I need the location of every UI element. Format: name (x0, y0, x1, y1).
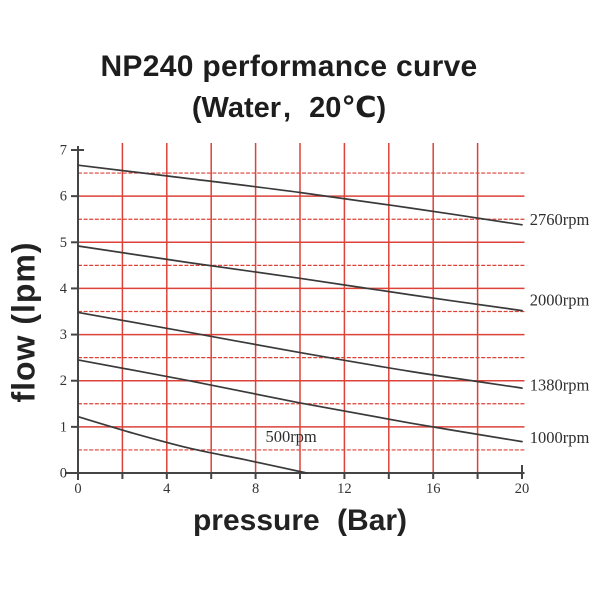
curve-1000rpm (77, 359, 523, 443)
chart-subtitle-close: 20℃) (309, 92, 387, 124)
ideographic-comma: , (283, 92, 292, 124)
y-tick-label: 3 (60, 327, 67, 343)
x-tick-label: 20 (515, 481, 530, 497)
curve-1380rpm (77, 311, 523, 389)
chart-title: NP240 performance curve (100, 50, 478, 83)
x-tick-label: 8 (252, 481, 259, 497)
x-tick-label: 0 (74, 481, 81, 497)
y-tick-label: 0 (60, 466, 67, 482)
series-label-2760rpm: 2760rpm (530, 210, 590, 229)
chart-subtitle: (Water, 20℃) (192, 90, 386, 125)
y-tick-label: 6 (60, 189, 67, 205)
y-tick-label: 2 (60, 373, 67, 389)
y-tick-label: 5 (60, 235, 67, 251)
x-tick-label: 12 (337, 481, 352, 497)
curve-500rpm (77, 415, 308, 474)
chart-subtitle-open: (Water (191, 92, 282, 124)
x-axis-title: pressure (Bar) (192, 504, 408, 537)
x-tick-label: 16 (426, 481, 441, 497)
series-label-500rpm: 500rpm (265, 427, 316, 446)
y-tick-label: 1 (60, 419, 67, 435)
curve-2000rpm (77, 245, 523, 312)
y-tick-label: 7 (60, 143, 67, 159)
x-tick-label: 4 (163, 481, 171, 497)
y-tick-label: 4 (60, 281, 68, 297)
series-label-1380rpm: 1380rpm (530, 375, 590, 394)
series-label-2000rpm: 2000rpm (530, 290, 590, 309)
curve-2760rpm (77, 164, 523, 226)
series-label-1000rpm: 1000rpm (530, 428, 590, 447)
